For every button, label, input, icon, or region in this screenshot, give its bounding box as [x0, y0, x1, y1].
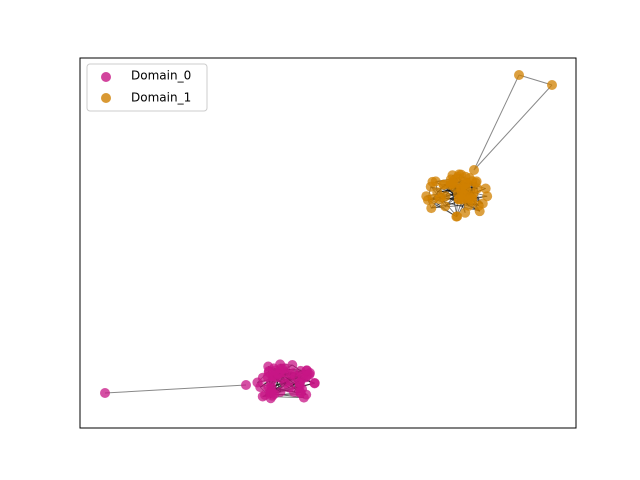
node — [269, 388, 280, 399]
node — [430, 176, 441, 187]
node — [241, 380, 251, 390]
node — [451, 211, 462, 222]
node — [477, 198, 488, 209]
node — [309, 378, 320, 389]
node — [467, 193, 478, 204]
node — [469, 165, 479, 175]
node — [460, 207, 471, 218]
node — [460, 184, 471, 195]
node — [453, 194, 464, 205]
legend-box — [86, 63, 208, 112]
legend-marker — [101, 72, 111, 82]
node — [257, 391, 268, 402]
legend-label: Domain_0 — [131, 69, 191, 83]
node — [440, 201, 451, 212]
edge — [473, 84, 553, 171]
node — [301, 365, 312, 376]
edge — [104, 384, 247, 394]
legend-marker — [101, 93, 111, 103]
node — [100, 388, 110, 398]
node — [547, 80, 557, 90]
node — [255, 382, 266, 393]
node — [480, 183, 491, 194]
node — [460, 171, 471, 182]
node — [514, 70, 524, 80]
edge — [518, 74, 553, 86]
node — [447, 178, 458, 189]
node — [426, 203, 437, 214]
node — [273, 368, 284, 379]
edge — [473, 74, 520, 171]
node — [287, 359, 298, 370]
legend-label: Domain_1 — [131, 91, 191, 105]
plot-frame — [79, 57, 577, 429]
node — [280, 378, 291, 389]
node — [482, 191, 493, 202]
node — [434, 194, 445, 205]
node — [290, 371, 301, 382]
node — [294, 378, 305, 389]
node — [421, 191, 432, 202]
node — [295, 387, 306, 398]
node — [438, 179, 449, 190]
nodes — [100, 70, 557, 404]
